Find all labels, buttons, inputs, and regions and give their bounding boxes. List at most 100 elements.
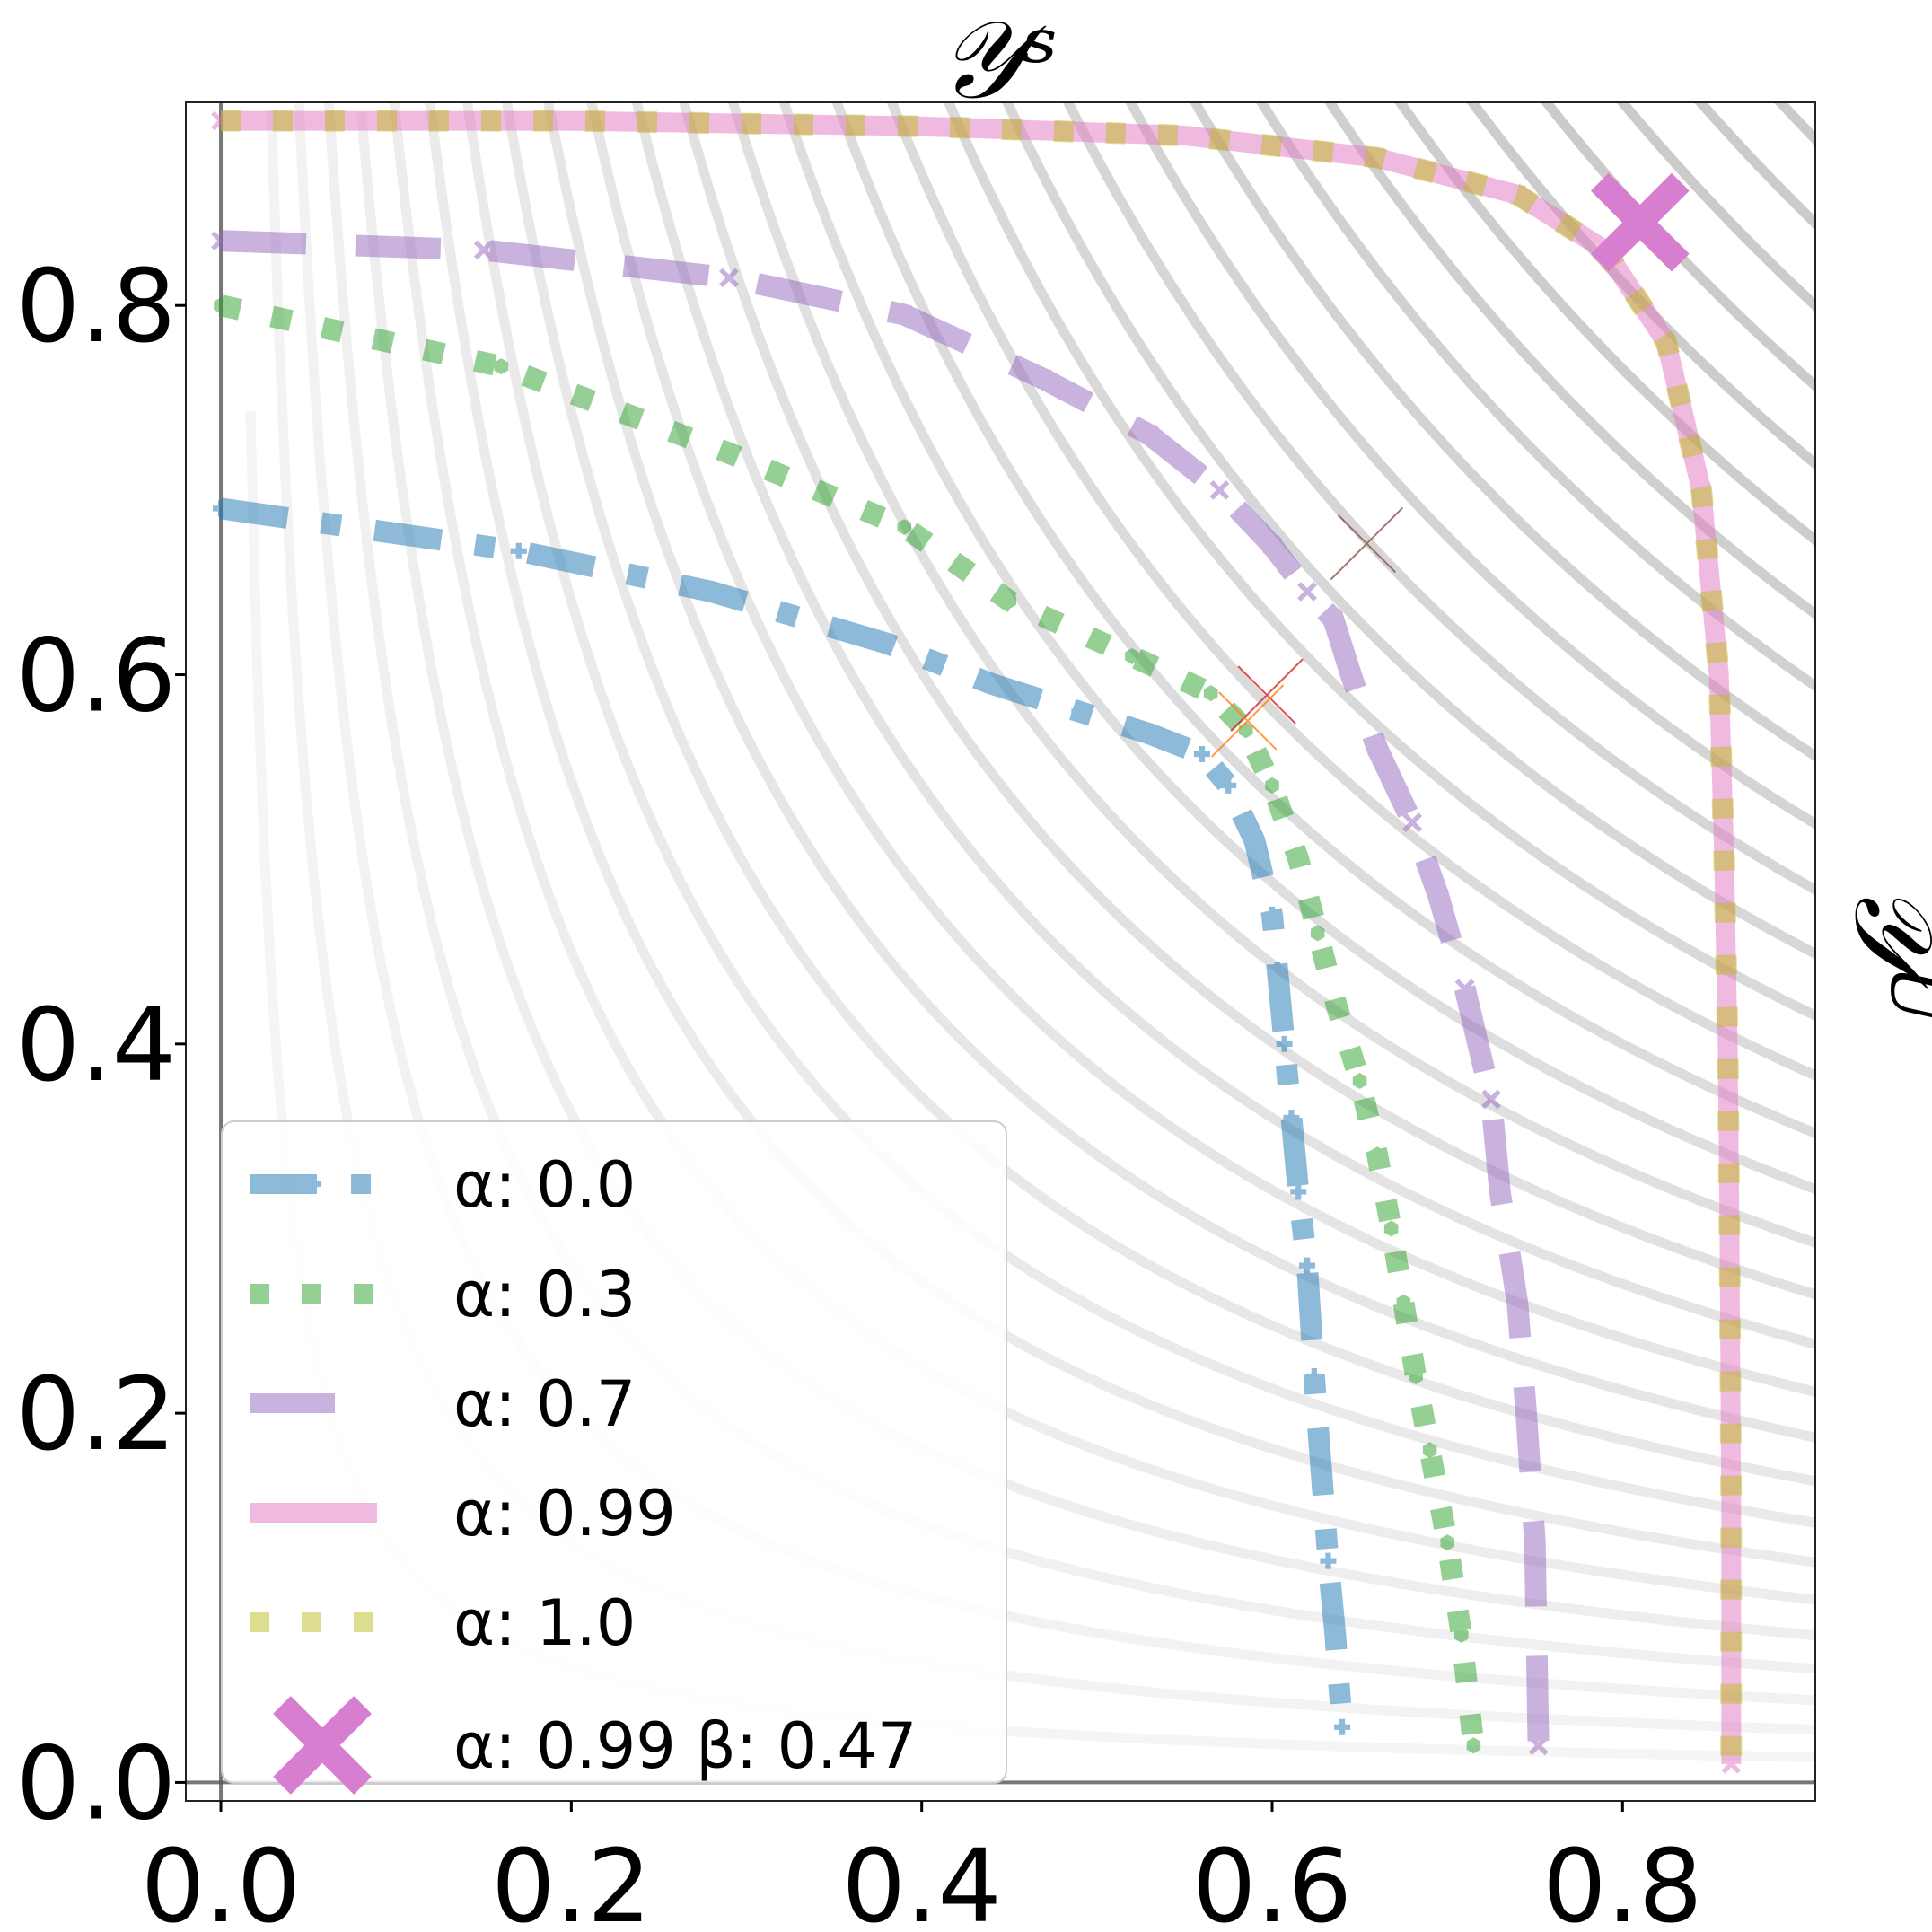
series-point <box>561 110 582 131</box>
contour-line <box>586 102 1815 1398</box>
series-point <box>1310 925 1325 942</box>
series-point <box>1276 1035 1293 1052</box>
series-point <box>1323 609 1344 629</box>
series-point <box>894 304 915 325</box>
highlight-marker <box>1590 172 1690 272</box>
legend-handle-marker <box>306 1286 321 1302</box>
contour-line <box>389 102 1815 1605</box>
y-tick-label: 0.2 <box>16 1357 176 1473</box>
legend-label: α: 0.0 <box>453 1148 636 1222</box>
series-point <box>1409 1368 1423 1384</box>
legend: α: 0.0 α: 0.3 α: 0.7 α: 0.99 α: 1.0 α: 0.99 β… <box>221 1120 1007 1795</box>
contour-line <box>1255 102 1815 692</box>
contour-line <box>1323 102 1815 620</box>
minor-markers <box>1210 506 1404 758</box>
x-tick-label: 0.2 <box>491 1829 651 1932</box>
series-point <box>1717 1033 1738 1054</box>
series-point <box>1193 745 1210 762</box>
legend-handle-marker <box>303 1393 323 1413</box>
minor-marker <box>1210 684 1285 758</box>
series-point <box>1203 685 1218 702</box>
series-point <box>1139 425 1160 445</box>
series-point <box>1428 886 1449 907</box>
y-axis-title: 𝒴ᵁ <box>1831 881 1932 1024</box>
x-tick-label: 0.6 <box>1192 1829 1352 1932</box>
y-tick-label: 0.0 <box>16 1726 176 1842</box>
series-point <box>1402 812 1423 832</box>
series-point <box>1721 1753 1742 1774</box>
series-point <box>1516 1403 1536 1424</box>
series-point <box>1291 851 1306 868</box>
series-point <box>1125 648 1139 664</box>
highlight-point <box>1590 172 1690 272</box>
series-layer <box>211 110 1743 1774</box>
legend-handle-marker <box>305 1176 321 1192</box>
series-4 <box>221 110 1743 1764</box>
minor-marker <box>1230 658 1304 732</box>
series-point <box>1141 725 1158 742</box>
contour-line <box>1773 102 1815 146</box>
series-point <box>1330 998 1344 1015</box>
contour-line <box>1880 36 1887 43</box>
series-point <box>1264 906 1280 923</box>
y-tick-label: 0.6 <box>16 619 176 735</box>
contour-line <box>831 102 1815 1139</box>
contour-line <box>1616 102 1815 312</box>
series-point <box>878 635 895 652</box>
contour-line <box>1062 102 1815 896</box>
series-point <box>1708 664 1729 685</box>
legend-handle <box>250 1503 377 1523</box>
contour-line <box>631 102 1815 1350</box>
series-point <box>1290 1183 1307 1200</box>
contour-line <box>1393 102 1815 547</box>
series-point <box>719 268 739 288</box>
series-point <box>1305 1368 1322 1384</box>
series-point <box>1246 832 1263 849</box>
series-point <box>494 358 509 375</box>
series-point <box>211 231 231 251</box>
series-point <box>897 519 911 535</box>
legend-box <box>221 1120 1007 1784</box>
series-point <box>1071 703 1088 720</box>
contour-line <box>501 102 1815 1487</box>
series-point <box>1466 1737 1481 1754</box>
contour-line <box>1189 102 1815 762</box>
series-point <box>1174 126 1195 145</box>
series-point <box>1454 1626 1469 1643</box>
series-point <box>1269 962 1286 979</box>
legend-handle-marker <box>303 1503 323 1523</box>
legend-label: α: 0.3 <box>453 1258 636 1331</box>
contour-line <box>1693 102 1815 231</box>
series-point <box>1507 1292 1528 1313</box>
series-point <box>473 240 494 260</box>
x-tick-label: 0.4 <box>842 1829 1002 1932</box>
series-point <box>1370 1146 1384 1164</box>
series-point <box>1440 1534 1454 1551</box>
series-point <box>1320 1552 1337 1569</box>
series-point <box>1265 777 1279 794</box>
legend-label: α: 0.7 <box>453 1367 636 1441</box>
legend-handle <box>250 1284 377 1304</box>
plot-frame <box>185 101 1816 1802</box>
series-point <box>214 297 228 314</box>
contour-line <box>778 102 1815 1195</box>
series-point <box>1454 979 1475 999</box>
series-point <box>1034 369 1055 390</box>
series-point <box>213 500 230 517</box>
series-0 <box>213 497 1354 1735</box>
x-axis-ticks: 0.0 0.2 0.4 0.6 0.8 <box>141 1801 1702 1932</box>
contour-line <box>1540 102 1815 392</box>
series-2 <box>211 230 1550 1756</box>
y-axis-ticks: 0.0 0.2 0.4 0.6 0.8 <box>16 249 186 1842</box>
series-point <box>1313 1460 1330 1477</box>
series-point <box>1327 1626 1344 1643</box>
legend-handle <box>250 1174 377 1194</box>
series-point <box>1367 738 1388 759</box>
series-point <box>510 542 527 559</box>
series-point <box>1262 535 1282 556</box>
series-point <box>1334 1718 1351 1735</box>
series-point <box>1528 1735 1549 1756</box>
legend-label: α: 1.0 <box>453 1586 636 1660</box>
legend-label: α: 0.99 β: 0.47 <box>453 1709 917 1783</box>
